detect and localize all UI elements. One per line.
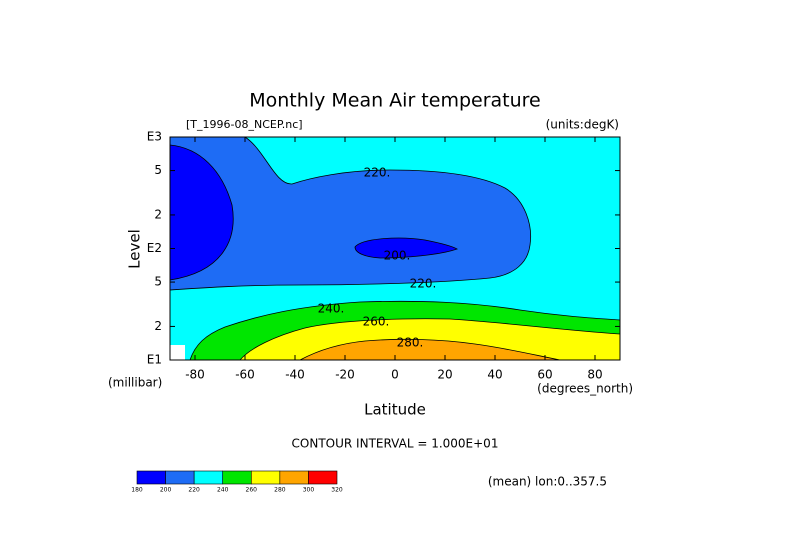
x-tick-label: -80 xyxy=(185,368,205,382)
colorbar-label: 240 xyxy=(217,487,229,494)
colorbar-box xyxy=(279,470,309,485)
contour-band xyxy=(354,237,458,259)
x-tick-label: -20 xyxy=(335,368,355,382)
y-tick-label: 5 xyxy=(154,275,162,289)
x-tick-label: -40 xyxy=(285,368,305,382)
contour-label: 220. xyxy=(364,166,391,180)
x-tick-label: 40 xyxy=(487,368,502,382)
missing-data xyxy=(170,345,185,360)
file-label: [T_1996-08_NCEP.nc] xyxy=(186,118,303,131)
footnote: (mean) lon:0..357.5 xyxy=(488,475,607,489)
colorbar-box xyxy=(193,470,224,485)
colorbar-box xyxy=(250,470,281,485)
colorbar-box xyxy=(136,470,166,485)
y-tick-label: E3 xyxy=(147,130,162,144)
contour-label: 280. xyxy=(397,336,424,350)
y-axis-label: Level xyxy=(126,229,144,269)
contour-label: 200. xyxy=(384,249,411,263)
contour-band xyxy=(169,144,234,281)
colorbar-label: 300 xyxy=(303,487,315,494)
x-units: (degrees_north) xyxy=(537,382,633,396)
y-tick-label: 2 xyxy=(154,207,162,221)
colorbar-label: 220 xyxy=(188,487,200,494)
x-tick-label: 60 xyxy=(537,368,552,382)
colorbar-label: 260 xyxy=(246,487,258,494)
colorbar-label: 200 xyxy=(160,487,172,494)
x-axis-label: Latitude xyxy=(364,401,426,419)
chart-title: Monthly Mean Air temperature xyxy=(249,90,540,112)
y-tick-label: 2 xyxy=(154,319,162,333)
y-tick-label: E1 xyxy=(147,353,162,367)
colorbar-label: 180 xyxy=(131,487,143,494)
colorbar-label: 320 xyxy=(331,487,343,494)
contour-label: 260. xyxy=(363,315,390,329)
colorbar-box xyxy=(222,470,252,485)
colorbar-label: 280 xyxy=(274,487,286,494)
x-tick-label: 20 xyxy=(437,368,452,382)
units-label: (units:degK) xyxy=(546,118,619,132)
x-tick-label: -60 xyxy=(235,368,255,382)
colorbar-box xyxy=(308,470,338,485)
contour-label: 240. xyxy=(318,302,345,316)
contour-interval: CONTOUR INTERVAL = 1.000E+01 xyxy=(292,437,499,451)
contour-band xyxy=(299,338,561,361)
y-tick-label: E2 xyxy=(147,241,162,255)
contour-label: 220. xyxy=(410,277,437,291)
colorbar-box xyxy=(165,470,195,485)
x-tick-label: 0 xyxy=(391,368,399,382)
y-units: (millibar) xyxy=(108,376,162,390)
y-tick-label: 5 xyxy=(154,163,162,177)
x-tick-label: 80 xyxy=(587,368,602,382)
